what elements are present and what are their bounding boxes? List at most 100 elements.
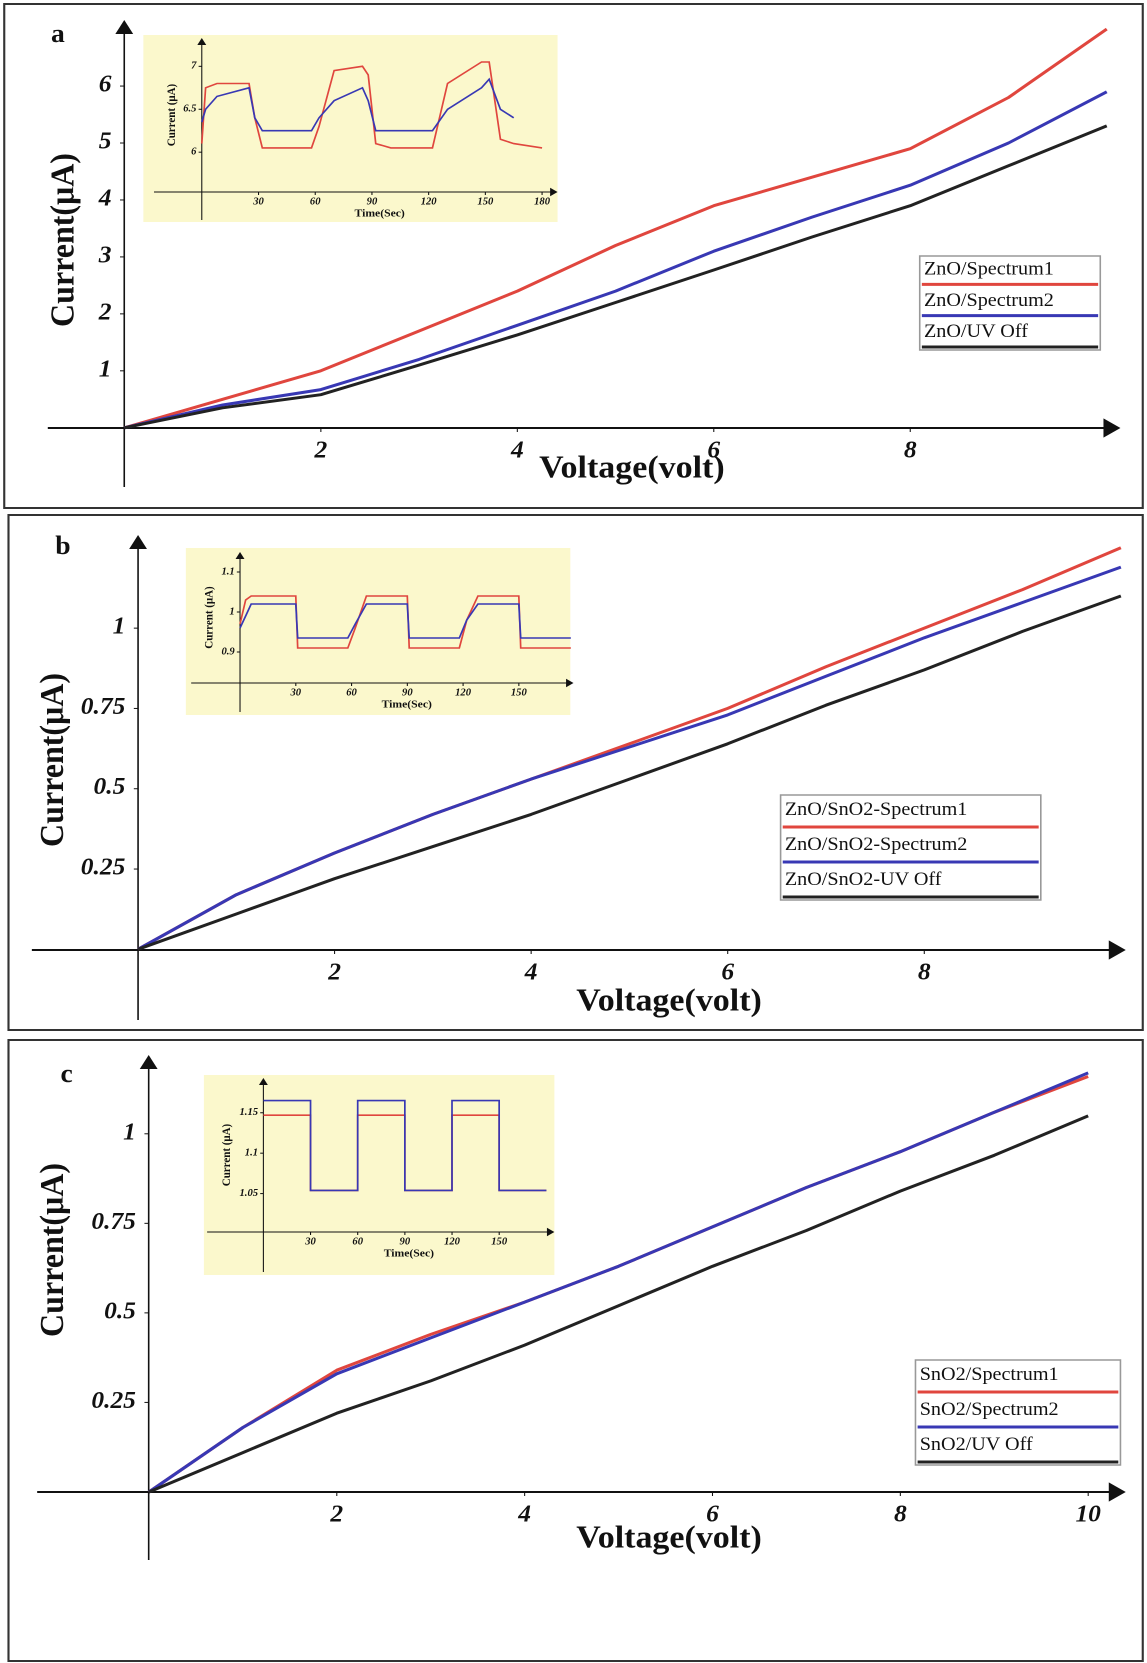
axis-arrow bbox=[139, 1055, 158, 1069]
inset-x-tick-label: 60 bbox=[310, 197, 321, 208]
y-tick-label: 3 bbox=[98, 242, 112, 268]
x-tick-label: 8 bbox=[904, 437, 917, 463]
y-tick-label: 2 bbox=[98, 299, 112, 325]
inset-x-tick-label: 120 bbox=[421, 197, 437, 208]
data-line bbox=[137, 565, 1122, 951]
inset-x-tick-label: 180 bbox=[534, 197, 550, 208]
inset-x-tick-label: 60 bbox=[352, 1237, 363, 1248]
axis-arrow bbox=[566, 678, 574, 688]
x-tick-label: 10 bbox=[1075, 1501, 1100, 1527]
y-tick-label: 0.75 bbox=[91, 1208, 136, 1234]
y-tick-label: 4 bbox=[98, 185, 112, 211]
axis-arrow bbox=[115, 20, 134, 34]
legend-label: SnO2/UV Off bbox=[920, 1435, 1033, 1455]
x-tick-label: 4 bbox=[524, 959, 538, 985]
panel-label: b bbox=[55, 531, 70, 560]
y-tick-label: 5 bbox=[99, 128, 112, 154]
inset-x-tick-label: 150 bbox=[491, 1237, 507, 1248]
inset-y-tick-label: 1 bbox=[229, 607, 234, 618]
y-tick-label: 0.75 bbox=[81, 694, 126, 720]
panel-frame bbox=[7, 1039, 1144, 1662]
y-axis-title: Current(μA) bbox=[34, 673, 71, 847]
panel-frame bbox=[7, 514, 1144, 1031]
inset-x-tick-label: 30 bbox=[252, 197, 264, 208]
inset-y-tick-label: 1.1 bbox=[245, 1148, 258, 1159]
inset-x-tick-label: 90 bbox=[402, 688, 413, 699]
inset-x-tick-label: 150 bbox=[477, 197, 493, 208]
x-tick-label: 6 bbox=[706, 1501, 719, 1527]
x-tick-label: 4 bbox=[510, 437, 524, 463]
axis-arrow bbox=[550, 187, 558, 197]
legend-label: ZnO/UV Off bbox=[924, 322, 1028, 342]
x-tick-label: 4 bbox=[517, 1501, 531, 1527]
axis-arrow bbox=[1108, 940, 1126, 960]
inset-y-tick-label: 0.9 bbox=[221, 647, 234, 658]
inset-x-tick-label: 90 bbox=[400, 1237, 411, 1248]
data-line bbox=[147, 1071, 1089, 1494]
legend-label: SnO2/Spectrum2 bbox=[920, 1400, 1059, 1420]
inset-x-tick-label: 60 bbox=[346, 688, 357, 699]
x-tick-label: 8 bbox=[918, 959, 931, 985]
inset-x-tick-label: 30 bbox=[289, 688, 301, 699]
inset-y-tick-label: 1.15 bbox=[240, 1107, 259, 1118]
axis-arrow bbox=[546, 1227, 555, 1237]
x-axis-title: Voltage(volt) bbox=[539, 450, 725, 485]
data-line bbox=[124, 124, 1108, 430]
x-tick-label: 2 bbox=[313, 437, 327, 463]
x-tick-label: 8 bbox=[894, 1501, 907, 1527]
panel-label: c bbox=[61, 1059, 73, 1088]
inset-y-axis-title: Current (μA) bbox=[221, 1124, 233, 1187]
axis-arrow bbox=[258, 1078, 268, 1085]
y-tick-label: 1 bbox=[123, 1119, 136, 1145]
inset-y-tick-label: 7 bbox=[191, 61, 197, 72]
panel-label: a bbox=[51, 19, 65, 48]
inset-y-axis-title: Current (μA) bbox=[203, 586, 215, 649]
legend-label: ZnO/SnO2-UV Off bbox=[785, 870, 942, 890]
y-tick-label: 6 bbox=[99, 71, 112, 97]
axis-arrow bbox=[1103, 418, 1121, 438]
inset-x-axis-title: Time(Sec) bbox=[382, 699, 433, 711]
y-tick-label: 0.25 bbox=[91, 1388, 136, 1414]
y-tick-label: 0.5 bbox=[93, 774, 125, 800]
data-line bbox=[123, 27, 1108, 430]
inset-line bbox=[263, 1099, 547, 1192]
inset-line bbox=[239, 603, 571, 639]
inset-y-axis-title: Current (μA) bbox=[166, 84, 178, 147]
inset-y-tick-label: 1.1 bbox=[221, 567, 234, 578]
axis-arrow bbox=[235, 552, 245, 559]
inset-y-tick-label: 6.5 bbox=[183, 104, 196, 115]
inset-x-tick-label: 30 bbox=[304, 1237, 316, 1248]
inset-line bbox=[200, 77, 515, 132]
y-tick-label: 0.25 bbox=[81, 854, 126, 880]
data-line bbox=[137, 594, 1122, 951]
y-tick-label: 0.5 bbox=[104, 1298, 136, 1324]
inset-background bbox=[143, 35, 558, 222]
x-axis-title: Voltage(volt) bbox=[576, 983, 762, 1018]
x-tick-label: 6 bbox=[707, 437, 720, 463]
axis-arrow bbox=[197, 38, 207, 45]
inset-x-tick-label: 120 bbox=[455, 688, 471, 699]
y-tick-label: 1 bbox=[113, 613, 126, 639]
inset-x-axis-title: Time(Sec) bbox=[384, 1248, 435, 1260]
data-line bbox=[148, 1114, 1089, 1494]
axis-arrow bbox=[129, 535, 147, 549]
inset-background bbox=[185, 548, 571, 715]
y-axis-title: Current(μA) bbox=[34, 1163, 71, 1337]
x-axis-title: Voltage(volt) bbox=[576, 1520, 762, 1555]
x-tick-label: 6 bbox=[721, 959, 734, 985]
inset-y-tick-label: 6 bbox=[191, 147, 197, 158]
legend-label: ZnO/SnO2-Spectrum1 bbox=[785, 800, 968, 820]
data-line bbox=[123, 90, 1108, 430]
legend-box bbox=[914, 1359, 1122, 1466]
inset-x-axis-title: Time(Sec) bbox=[355, 208, 406, 220]
legend-label: ZnO/Spectrum1 bbox=[924, 259, 1054, 279]
legend-box bbox=[918, 255, 1102, 351]
y-tick-label: 1 bbox=[99, 356, 112, 382]
legend-label: ZnO/SnO2-Spectrum2 bbox=[785, 835, 968, 855]
inset-x-tick-label: 90 bbox=[367, 197, 378, 208]
x-tick-label: 2 bbox=[329, 1501, 343, 1527]
panel-frame bbox=[3, 3, 1144, 509]
x-tick-label: 2 bbox=[327, 959, 341, 985]
